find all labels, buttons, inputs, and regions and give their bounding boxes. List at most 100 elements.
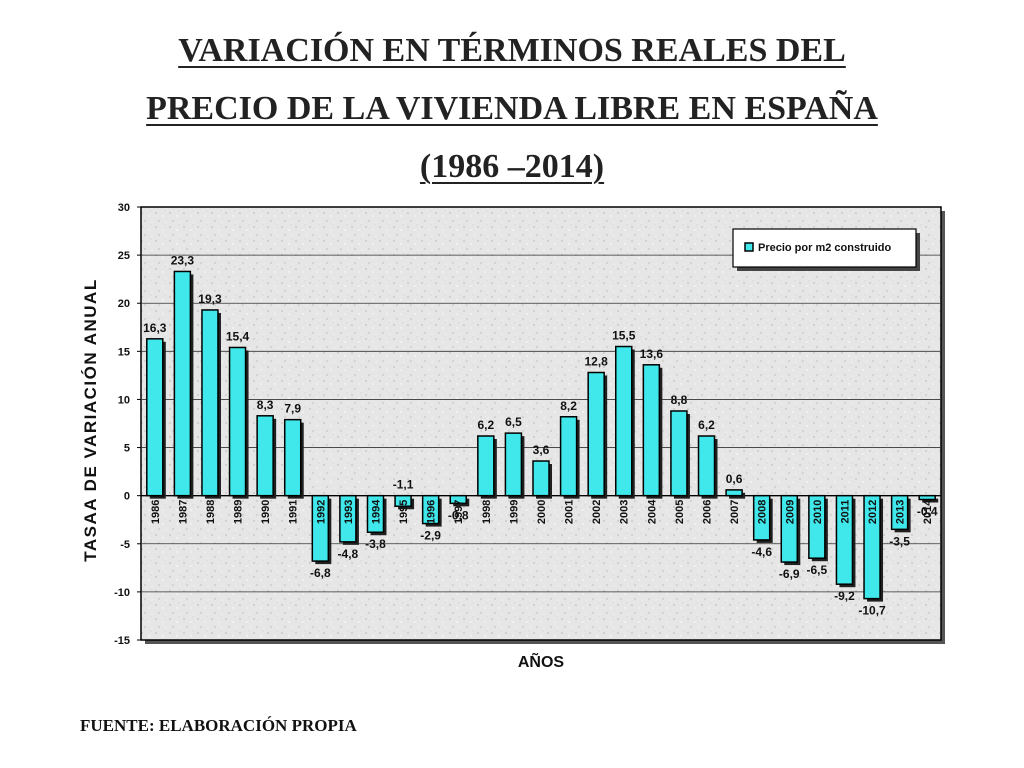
bar xyxy=(780,494,799,563)
data-label: -2,9 xyxy=(420,529,441,543)
data-label: -4,8 xyxy=(338,547,359,561)
x-tick-label: 2001 xyxy=(564,500,576,524)
x-tick-label: 2013 xyxy=(895,500,907,524)
y-tick-label: 15 xyxy=(118,346,130,358)
x-tick-label: 2009 xyxy=(784,500,796,524)
bar xyxy=(311,494,330,562)
bar xyxy=(366,494,385,533)
x-tick-label: 2011 xyxy=(839,500,851,524)
y-tick-label: -15 xyxy=(114,635,130,647)
title-line-3: (1986 –2014) xyxy=(419,148,605,185)
x-tick-label: 1991 xyxy=(288,500,300,524)
x-tick-label: 2006 xyxy=(702,500,714,524)
bar-shadow xyxy=(922,498,939,503)
x-tick-label: 1988 xyxy=(205,500,217,524)
data-label: -3,5 xyxy=(889,534,910,548)
y-tick-label: 5 xyxy=(124,443,130,455)
data-label: -1,1 xyxy=(393,478,414,492)
y-tick-label: -10 xyxy=(114,587,130,599)
bar xyxy=(725,489,743,497)
bar xyxy=(697,435,716,497)
y-tick-label: -5 xyxy=(120,539,130,551)
title-line-2: PRECIO DE LA VIVIENDA LIBRE EN ESPAÑA xyxy=(146,90,878,127)
x-tick-label: 2007 xyxy=(729,500,741,524)
x-tick-label: 2008 xyxy=(757,500,769,524)
data-label: -4,6 xyxy=(751,545,772,559)
bar xyxy=(421,494,440,525)
x-axis-title: AÑOS xyxy=(518,651,565,671)
data-label: 0,6 xyxy=(726,472,743,486)
x-tick-label: 1997 xyxy=(453,500,465,524)
x-tick-label: 2014 xyxy=(922,499,934,524)
y-tick-label: 20 xyxy=(118,298,130,310)
bar xyxy=(752,494,771,541)
x-tick-label: 2000 xyxy=(536,500,548,524)
bar xyxy=(670,410,688,497)
x-tick-label: 2010 xyxy=(812,500,824,524)
legend-box xyxy=(732,228,917,268)
data-label: -0,8 xyxy=(448,508,469,522)
data-label: -6,8 xyxy=(310,566,331,580)
y-tick-label: 0 xyxy=(124,491,130,503)
y-tick-label: 10 xyxy=(118,394,130,406)
x-tick-label: 1989 xyxy=(233,500,245,524)
bar xyxy=(504,432,523,497)
bar xyxy=(559,416,578,497)
data-label: 12,8 xyxy=(584,355,608,369)
bar xyxy=(835,494,854,585)
x-tick-label: 2002 xyxy=(591,500,603,524)
data-label: -0,4 xyxy=(917,505,938,519)
bar xyxy=(283,418,302,497)
data-label: 23,3 xyxy=(171,253,195,267)
bar xyxy=(228,346,247,497)
data-label: 8,2 xyxy=(560,399,577,413)
legend-label: Precio por m2 construido xyxy=(758,242,892,254)
data-label: -6,9 xyxy=(779,567,800,581)
data-label: 6,5 xyxy=(505,415,522,429)
bar xyxy=(339,494,357,543)
bar xyxy=(394,494,412,508)
bar xyxy=(256,415,274,497)
bar xyxy=(146,338,164,497)
bar xyxy=(615,345,633,497)
x-tick-label: 1990 xyxy=(260,500,272,524)
bar xyxy=(532,460,550,497)
bar xyxy=(173,270,192,497)
data-label: -6,5 xyxy=(807,563,828,577)
data-label: 7,9 xyxy=(284,402,301,416)
bar xyxy=(587,371,605,497)
bar xyxy=(642,364,661,497)
data-label: 6,2 xyxy=(477,418,494,432)
bar xyxy=(890,494,909,531)
data-label: 15,5 xyxy=(612,329,636,343)
x-tick-label: 1994 xyxy=(370,499,382,524)
x-tick-label: 1992 xyxy=(315,500,327,524)
data-label: -9,2 xyxy=(834,589,855,603)
x-tick-label: 1999 xyxy=(508,500,520,524)
bar xyxy=(918,494,936,501)
legend-swatch xyxy=(744,242,754,252)
x-tick-label: 2003 xyxy=(619,500,631,524)
data-label: 13,6 xyxy=(640,347,664,361)
x-tick-label: 1995 xyxy=(398,500,410,524)
title-line-1: VARIACIÓN EN TÉRMINOS REALES DEL xyxy=(178,32,846,69)
data-label: 6,2 xyxy=(698,418,715,432)
data-label: 3,6 xyxy=(533,443,550,457)
bar xyxy=(477,435,495,497)
data-label: 16,3 xyxy=(143,321,167,335)
y-tick-label: 25 xyxy=(118,250,130,262)
x-tick-label: 1987 xyxy=(177,500,189,524)
x-tick-label: 2004 xyxy=(646,499,658,524)
y-tick-label: 30 xyxy=(118,202,130,214)
source-note: FUENTE: ELABORACIÓN PROPIA xyxy=(80,716,357,735)
data-label: 8,3 xyxy=(257,398,274,412)
bar xyxy=(201,309,219,497)
x-tick-label: 1998 xyxy=(481,500,493,524)
data-label: -3,8 xyxy=(365,537,386,551)
data-label: -10,7 xyxy=(858,604,886,618)
bar xyxy=(863,494,881,600)
bar xyxy=(808,494,826,559)
x-tick-label: 1993 xyxy=(343,500,355,524)
x-tick-label: 2005 xyxy=(674,500,686,524)
